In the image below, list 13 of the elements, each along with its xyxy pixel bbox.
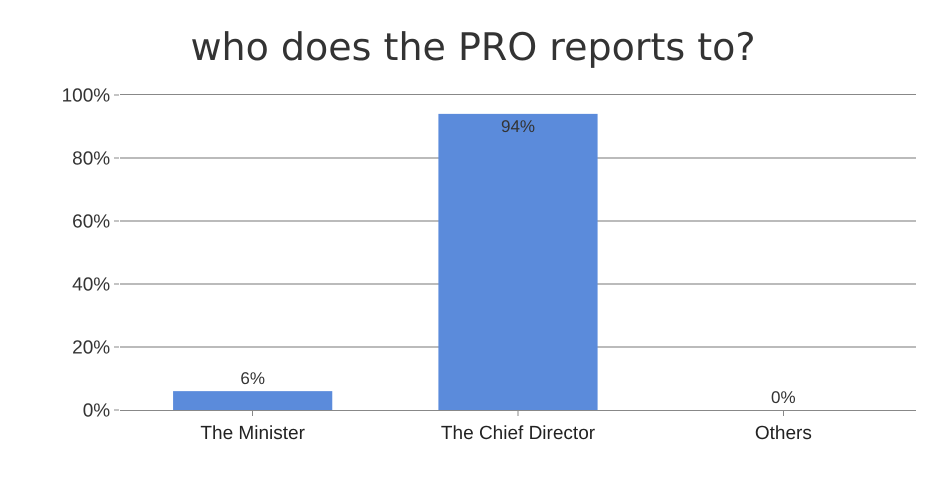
y-tick-label: 40% <box>72 274 110 296</box>
data-label: 6% <box>240 369 265 388</box>
y-tick-label: 100% <box>62 86 110 107</box>
y-tick-label: 0% <box>82 400 110 422</box>
y-tick-label: 80% <box>72 148 110 170</box>
x-tick-label: The Minister <box>200 422 306 444</box>
x-tick-label: The Chief Director <box>440 422 596 444</box>
chart-title: who does the PRO reports to? <box>190 25 756 70</box>
y-tick-label: 60% <box>72 212 110 233</box>
x-tick-label: Others <box>754 422 812 444</box>
y-tick-label: 20% <box>72 338 110 359</box>
data-label: 0% <box>771 388 796 407</box>
data-label: 94% <box>500 116 536 136</box>
